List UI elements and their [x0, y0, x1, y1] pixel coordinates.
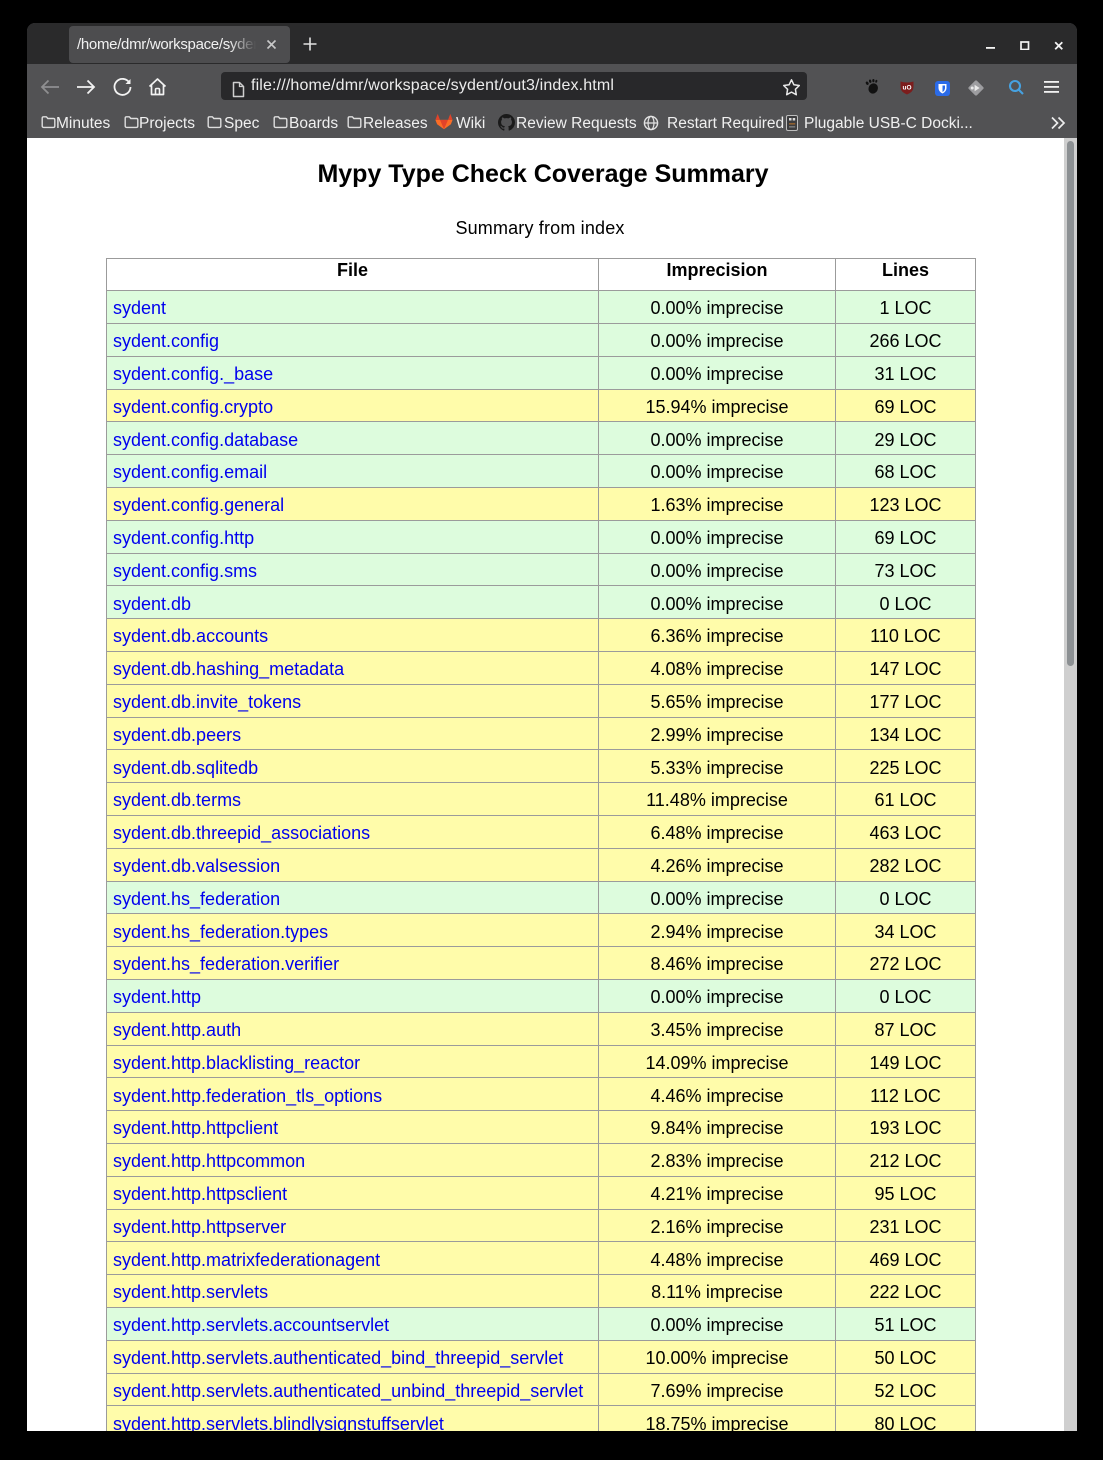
svg-text:uO: uO [902, 84, 911, 91]
